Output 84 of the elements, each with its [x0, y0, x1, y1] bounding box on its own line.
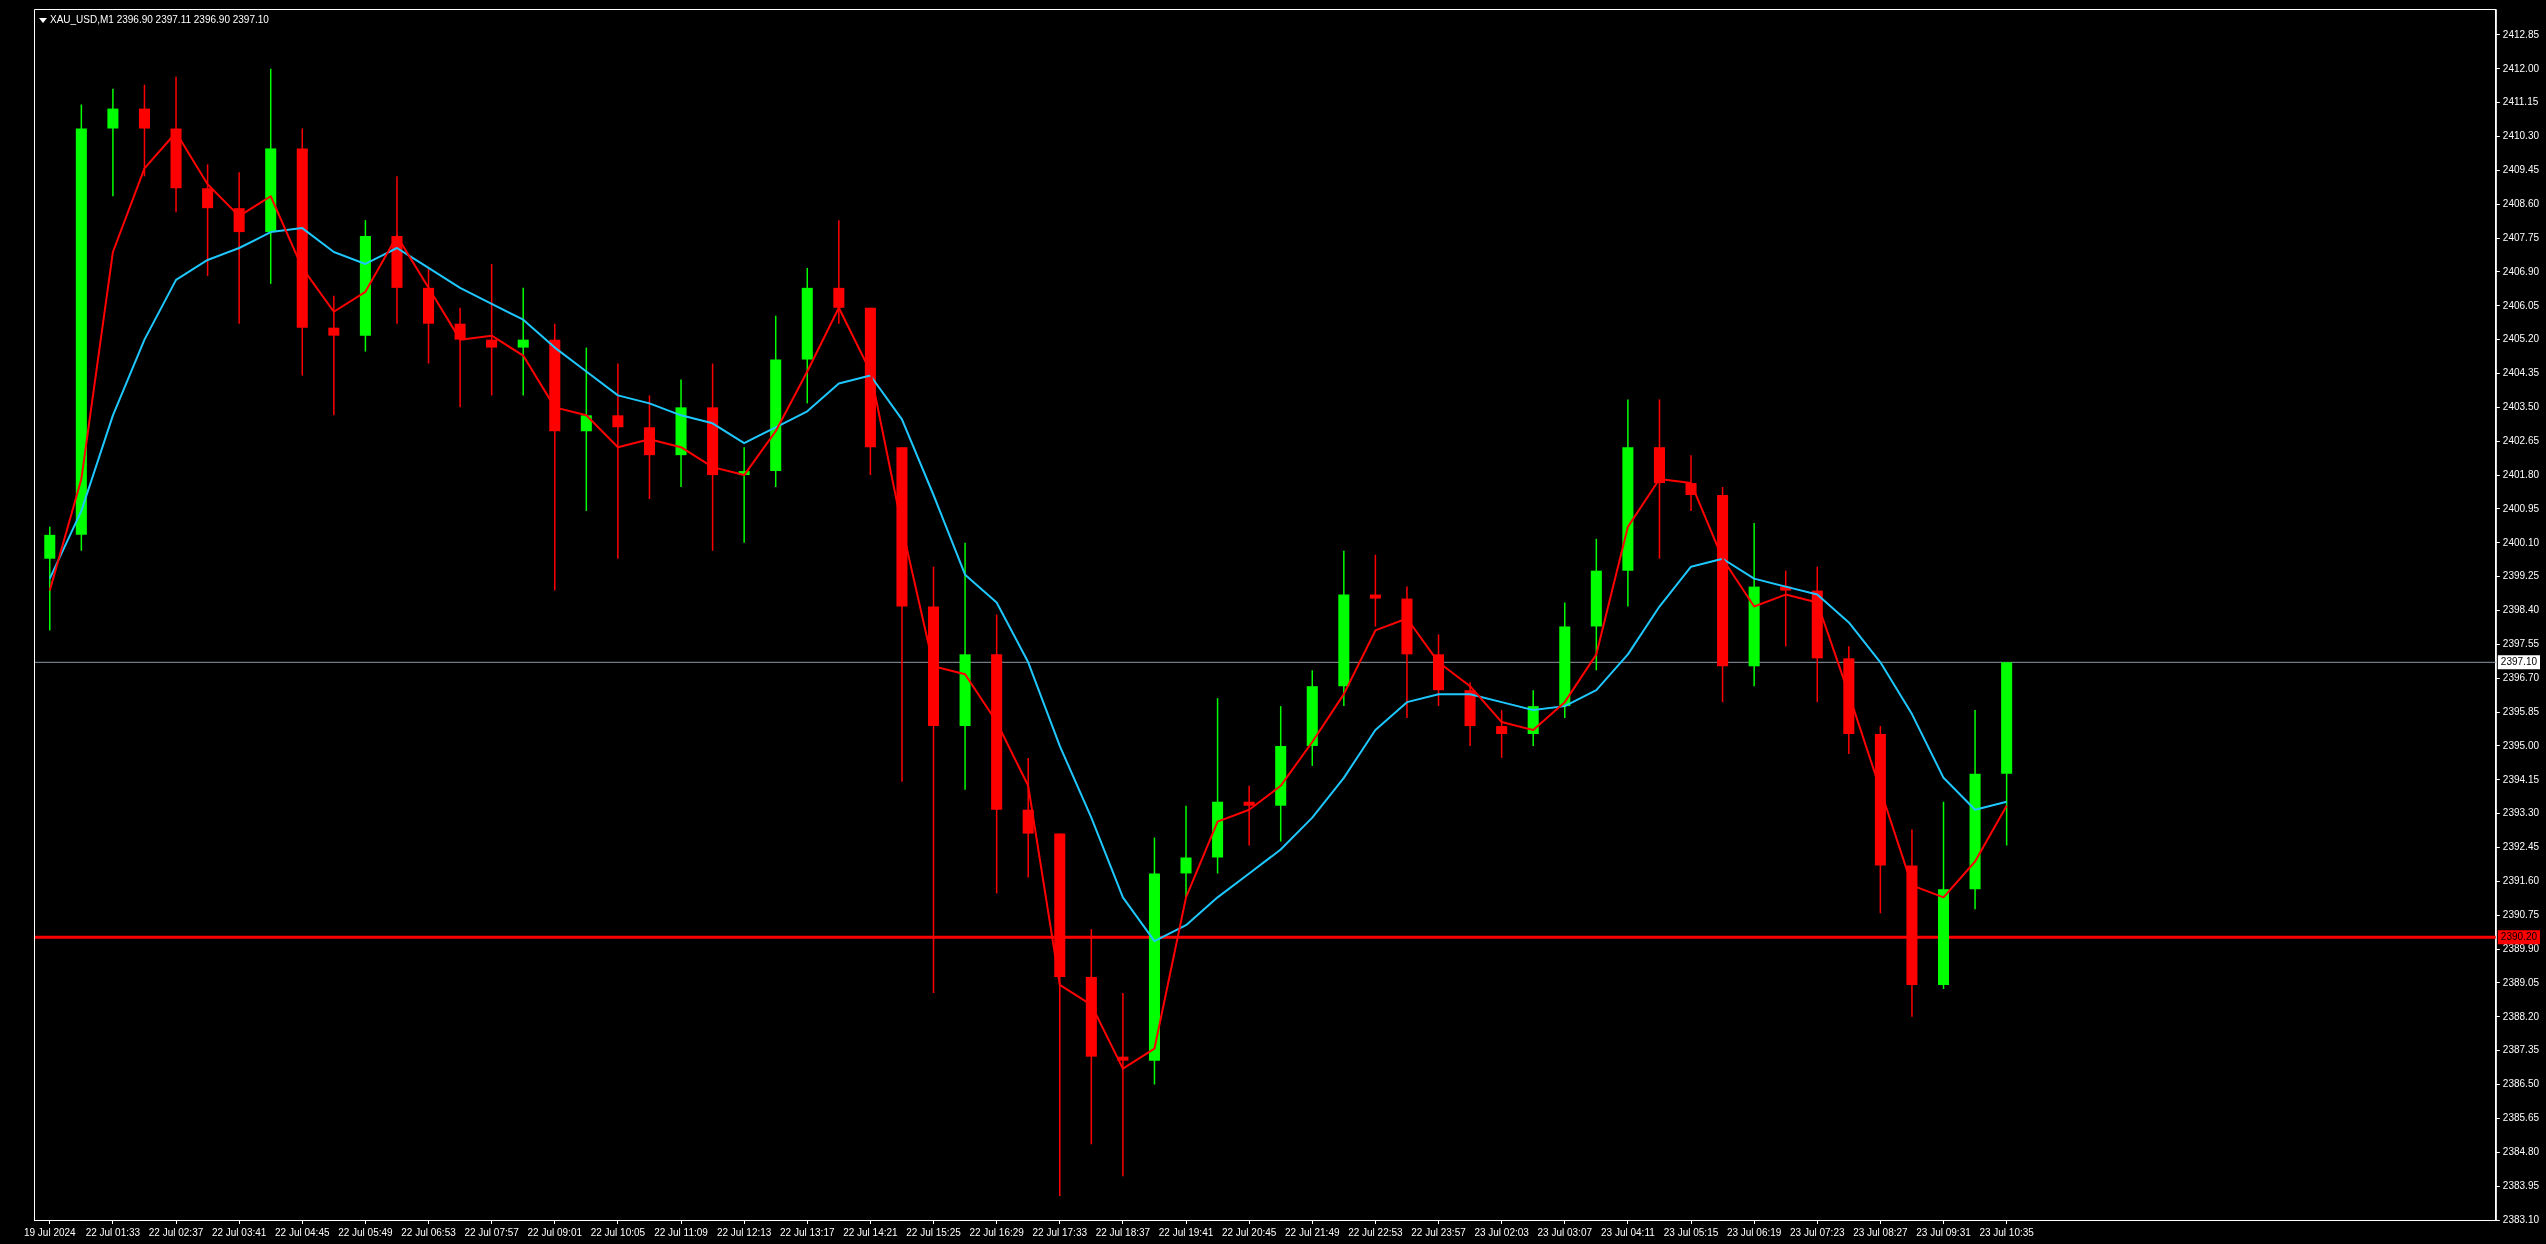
y-tick-label: 2412.85 [2502, 28, 2540, 40]
candlestick [1180, 804, 1192, 899]
x-tick-label: 23 Jul 05:15 [1663, 1226, 1719, 1238]
y-tick-label: 2391.60 [2502, 875, 2540, 887]
y-tick-label: 2389.05 [2502, 976, 2540, 988]
candlestick [1243, 785, 1255, 847]
x-tick-label: 22 Jul 04:45 [275, 1226, 330, 1238]
y-tick-label: 2407.75 [2502, 231, 2540, 243]
y-tick-label: 2395.85 [2502, 705, 2540, 717]
x-tick-label: 22 Jul 22:53 [1348, 1226, 1404, 1238]
y-tick-label: 2383.10 [2502, 1213, 2540, 1225]
y-tick-label: 2387.35 [2502, 1044, 2540, 1056]
x-tick-label: 22 Jul 09:01 [527, 1226, 583, 1238]
candlestick [328, 295, 340, 417]
y-tick-label: 2384.80 [2502, 1146, 2540, 1158]
y-tick-label: 2401.80 [2502, 468, 2540, 480]
y-tick-label: 2385.65 [2502, 1112, 2540, 1124]
y-tick-label: 2394.15 [2502, 773, 2540, 785]
y-tick-label: 2406.05 [2502, 299, 2540, 311]
x-tick-label: 22 Jul 10:05 [590, 1226, 646, 1238]
x-tick-label: 23 Jul 03:07 [1537, 1226, 1593, 1238]
x-tick-label: 23 Jul 10:35 [1979, 1226, 2035, 1238]
x-tick-label: 23 Jul 08:27 [1853, 1226, 1909, 1238]
x-tick-label: 23 Jul 09:31 [1916, 1226, 1972, 1238]
candlestick [517, 287, 529, 397]
ref-line-label: 2397.10 [2500, 656, 2538, 668]
x-tick-label: 22 Jul 13:17 [780, 1226, 835, 1238]
x-tick-label: 22 Jul 12:13 [716, 1226, 772, 1238]
candlestick [486, 263, 498, 397]
x-tick-label: 22 Jul 15:25 [906, 1226, 962, 1238]
x-tick-label: 23 Jul 06:19 [1726, 1226, 1782, 1238]
y-tick-label: 2402.65 [2502, 434, 2540, 446]
x-tick-label: 23 Jul 02:03 [1474, 1226, 1530, 1238]
y-tick-label: 2395.00 [2502, 739, 2540, 751]
candlestick [833, 219, 845, 325]
candlestick [1022, 757, 1034, 879]
y-tick-label: 2383.95 [2502, 1179, 2540, 1191]
x-tick-label: 23 Jul 07:23 [1790, 1226, 1845, 1238]
text: XAU_USD,M1 2396.90 2397.11 2396.90 2397.10 [50, 13, 270, 25]
y-tick-label: 2398.40 [2502, 604, 2540, 616]
y-tick-label: 2410.30 [2502, 130, 2540, 142]
x-tick-label: 22 Jul 14:21 [843, 1226, 899, 1238]
y-tick-label: 2409.45 [2502, 164, 2540, 176]
x-tick-label: 19 Jul 2024 [23, 1226, 77, 1238]
y-tick-label: 2400.95 [2502, 502, 2540, 514]
x-tick-label: 22 Jul 07:57 [464, 1226, 520, 1238]
y-tick-label: 2389.90 [2502, 942, 2540, 954]
x-tick-label: 22 Jul 03:41 [211, 1226, 267, 1238]
x-tick-label: 22 Jul 20:45 [1221, 1226, 1277, 1238]
y-tick-label: 2399.25 [2502, 570, 2540, 582]
y-tick-label: 2396.70 [2502, 671, 2540, 683]
y-tick-label: 2388.20 [2502, 1010, 2540, 1022]
candlestick [202, 163, 214, 277]
x-tick-label: 22 Jul 05:49 [338, 1226, 394, 1238]
y-tick-label: 2390.75 [2502, 909, 2540, 921]
y-tick-label: 2393.30 [2502, 807, 2540, 819]
x-tick-label: 23 Jul 04:11 [1601, 1226, 1656, 1238]
y-tick-label: 2408.60 [2502, 197, 2540, 209]
y-tick-label: 2404.35 [2502, 367, 2540, 379]
y-tick-label: 2411.15 [2502, 96, 2539, 108]
y-tick-label: 2403.50 [2502, 401, 2540, 413]
y-tick-label: 2412.00 [2502, 62, 2540, 74]
candlestick [1496, 709, 1508, 759]
x-tick-label: 22 Jul 16:29 [969, 1226, 1025, 1238]
y-tick-label: 2405.20 [2502, 333, 2540, 345]
x-tick-label: 22 Jul 23:57 [1411, 1226, 1467, 1238]
candlestick [612, 362, 624, 560]
candlestick [107, 87, 119, 197]
y-tick-label: 2397.55 [2502, 638, 2540, 650]
y-tick-label: 2392.45 [2502, 841, 2540, 853]
x-tick-label: 22 Jul 18:37 [1095, 1226, 1151, 1238]
candlestick [44, 526, 56, 632]
y-tick-label: 2386.50 [2502, 1078, 2540, 1090]
x-tick-label: 22 Jul 21:49 [1285, 1226, 1340, 1238]
y-tick-label: 2406.90 [2502, 265, 2540, 277]
ref-line-label: 2390.20 [2500, 930, 2538, 942]
y-tick-label: 2400.10 [2502, 536, 2540, 548]
x-tick-label: 22 Jul 02:37 [148, 1226, 204, 1238]
x-tick-label: 22 Jul 19:41 [1158, 1226, 1214, 1238]
x-tick-label: 22 Jul 06:53 [401, 1226, 457, 1238]
candlestick [1369, 554, 1381, 628]
x-tick-label: 22 Jul 11:09 [654, 1226, 709, 1238]
x-tick-label: 22 Jul 17:33 [1032, 1226, 1088, 1238]
x-tick-label: 22 Jul 01:33 [85, 1226, 141, 1238]
